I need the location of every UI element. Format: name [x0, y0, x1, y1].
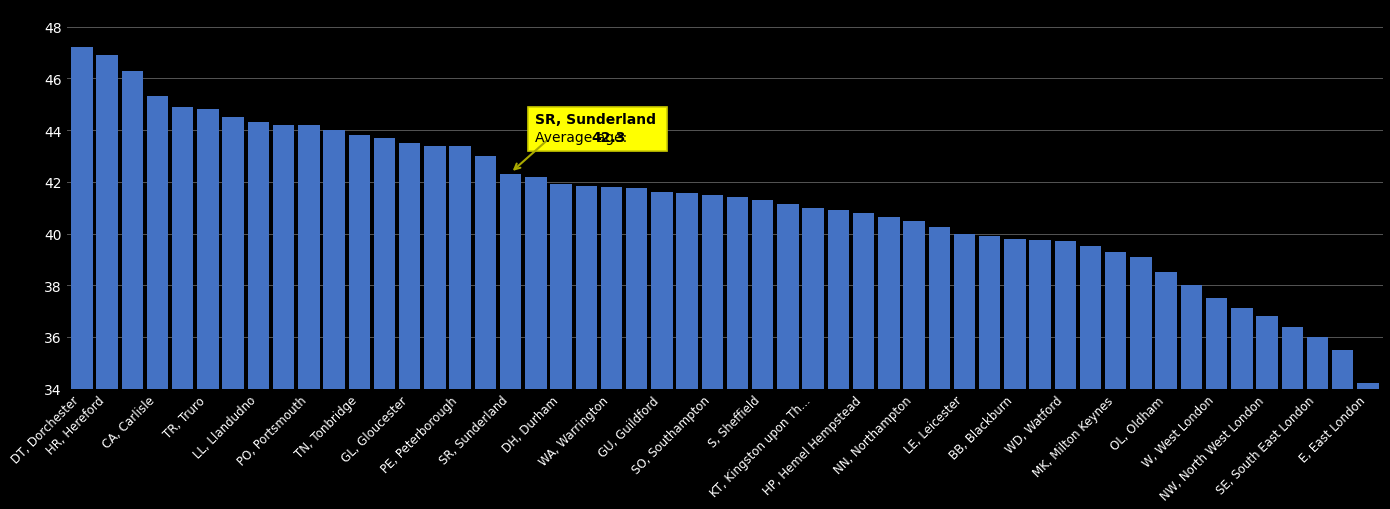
Bar — [550, 185, 571, 509]
Bar — [1180, 286, 1202, 509]
Text: SR, Sunderland: SR, Sunderland — [535, 114, 656, 127]
Bar — [121, 71, 143, 509]
Bar — [147, 97, 168, 509]
Bar — [247, 123, 270, 509]
Bar — [1004, 239, 1026, 509]
Bar — [272, 126, 295, 509]
Bar — [222, 118, 243, 509]
Bar — [1130, 257, 1152, 509]
Bar — [172, 107, 193, 509]
Bar — [1257, 317, 1277, 509]
Bar — [297, 126, 320, 509]
Bar — [1332, 350, 1354, 509]
FancyBboxPatch shape — [528, 107, 667, 152]
Bar — [677, 194, 698, 509]
Bar — [324, 131, 345, 509]
Bar — [1207, 299, 1227, 509]
Bar — [802, 208, 824, 509]
Bar — [979, 237, 1001, 509]
Bar — [878, 217, 899, 509]
Bar — [500, 175, 521, 509]
Bar — [1030, 240, 1051, 509]
Bar — [600, 188, 623, 509]
Bar — [904, 221, 924, 509]
Bar — [752, 201, 773, 509]
Bar — [827, 211, 849, 509]
Bar — [1080, 247, 1101, 509]
Bar — [929, 228, 949, 509]
Text: Average age:: Average age: — [535, 131, 631, 145]
Bar — [1307, 337, 1329, 509]
Bar — [1105, 252, 1126, 509]
Bar — [727, 198, 748, 509]
Bar — [1357, 384, 1379, 509]
Bar — [1055, 242, 1076, 509]
Bar — [575, 186, 596, 509]
Bar — [374, 138, 395, 509]
Bar — [1282, 327, 1302, 509]
Bar — [474, 157, 496, 509]
Bar — [954, 234, 976, 509]
Bar — [399, 144, 420, 509]
Bar — [424, 146, 446, 509]
Bar — [71, 48, 93, 509]
Bar — [449, 146, 471, 509]
Bar — [777, 204, 799, 509]
Bar — [349, 136, 370, 509]
Bar — [651, 193, 673, 509]
Bar — [626, 189, 648, 509]
Bar — [1232, 309, 1252, 509]
Bar — [525, 177, 546, 509]
Bar — [197, 110, 218, 509]
Bar — [853, 213, 874, 509]
Text: 42.3: 42.3 — [591, 131, 626, 145]
Bar — [96, 56, 118, 509]
Bar — [702, 195, 723, 509]
Bar — [1155, 273, 1177, 509]
